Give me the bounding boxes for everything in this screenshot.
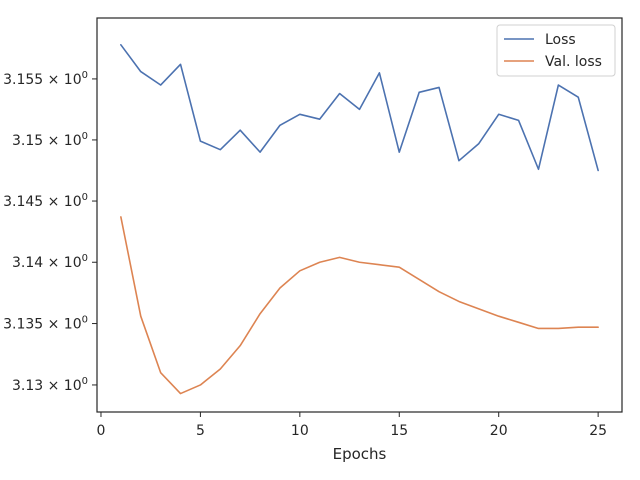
x-tick-label: 5	[196, 423, 205, 439]
legend-label-val-loss: Val. loss	[545, 54, 602, 70]
series-line-val-loss	[120, 216, 599, 395]
legend: Loss Val. loss	[496, 24, 616, 77]
x-tick-label: 15	[390, 423, 408, 439]
x-axis-ticks: 0 5 10 15 20 25	[97, 412, 607, 439]
y-tick-label: 3.13 × 100	[12, 376, 88, 394]
legend-box	[496, 24, 616, 77]
x-tick-label: 25	[589, 423, 607, 439]
y-tick-label: 3.145 × 100	[3, 192, 88, 210]
x-tick-label: 0	[97, 423, 106, 439]
plot-frame	[96, 17, 623, 413]
x-axis-label: Epochs	[333, 445, 387, 463]
x-tick-label: 10	[291, 423, 309, 439]
legend-label-loss: Loss	[545, 32, 576, 48]
y-tick-label: 3.135 × 100	[3, 315, 88, 333]
y-tick-label: 3.15 × 100	[12, 131, 88, 149]
x-tick-label: 20	[490, 423, 508, 439]
y-axis-ticks: 3.13 × 100 3.135 × 100 3.14 × 100 3.145 × 1…	[3, 70, 97, 394]
y-tick-label: 3.14 × 100	[12, 253, 88, 271]
series-line-loss	[120, 43, 599, 172]
plot-lines	[120, 43, 599, 395]
y-tick-label: 3.155 × 100	[3, 70, 88, 88]
